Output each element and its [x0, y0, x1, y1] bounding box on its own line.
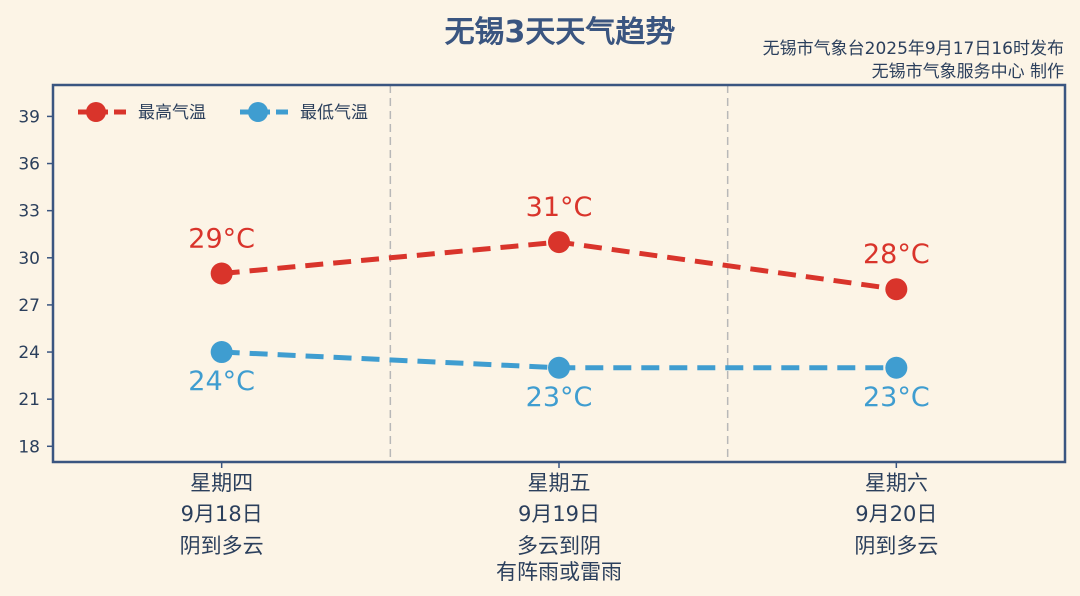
plot-frame — [51, 83, 1067, 464]
chart-subtitle-line-2: 无锡市气象服务中心 制作 — [872, 62, 1064, 82]
legend-label: 最高气温 — [138, 103, 206, 123]
y-tick-label: 36 — [18, 155, 40, 175]
data-point — [885, 278, 908, 301]
data-point — [548, 356, 570, 379]
x-label-date: 9月18日 — [181, 502, 263, 526]
x-label-weather: 阴到多云 — [854, 534, 938, 558]
data-label: 28°C — [863, 239, 930, 270]
chart-title: 无锡3天天气趋势 — [445, 15, 676, 50]
y-tick-label: 30 — [18, 249, 40, 269]
legend-swatch-marker — [248, 102, 268, 122]
data-point — [885, 356, 908, 379]
y-tick-label: 24 — [18, 343, 40, 363]
data-label: 29°C — [188, 224, 255, 255]
y-tick-label: 21 — [18, 390, 40, 410]
legend-swatch-marker — [86, 102, 106, 122]
y-tick-label: 27 — [18, 296, 40, 316]
data-label: 23°C — [526, 382, 593, 413]
data-point — [210, 262, 233, 285]
x-label-weather: 有阵雨或雷雨 — [496, 560, 622, 584]
x-label-weekday: 星期五 — [528, 471, 591, 495]
legend-label: 最低气温 — [300, 103, 368, 123]
data-label: 23°C — [863, 382, 930, 413]
y-tick-label: 18 — [18, 437, 40, 457]
x-label-date: 9月19日 — [518, 502, 600, 526]
y-tick-label: 33 — [18, 202, 40, 222]
x-label-weather: 阴到多云 — [180, 534, 264, 558]
data-label: 31°C — [526, 192, 593, 223]
data-point — [548, 231, 570, 254]
x-label-date: 9月20日 — [855, 502, 937, 526]
x-label-weekday: 星期六 — [865, 471, 928, 495]
y-tick-label: 39 — [18, 107, 40, 127]
data-label: 24°C — [188, 366, 255, 397]
data-point — [210, 341, 233, 364]
chart-subtitle-line-1: 无锡市气象台2025年9月17日16时发布 — [763, 39, 1064, 59]
x-label-weekday: 星期四 — [190, 471, 253, 495]
x-label-weather: 多云到阴 — [517, 534, 601, 558]
